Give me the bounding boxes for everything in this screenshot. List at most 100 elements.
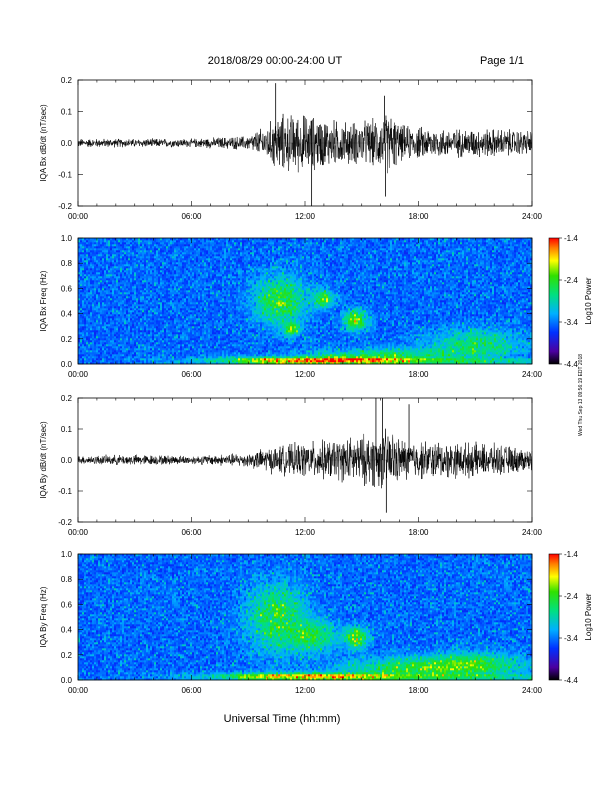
spectrogram-cell xyxy=(156,302,159,305)
spectrogram-cell xyxy=(150,240,153,243)
spectrogram-cell xyxy=(98,338,101,341)
spectrogram-cell xyxy=(162,248,165,251)
spectrogram-cell xyxy=(158,262,161,265)
spectrogram-cell xyxy=(158,286,161,289)
spectrogram-cell xyxy=(170,350,173,353)
spectrogram-cell xyxy=(94,258,97,261)
spectrogram-cell xyxy=(134,292,137,295)
spectrogram-cell xyxy=(122,328,125,331)
spectrogram-cell xyxy=(176,270,179,273)
spectrogram-cell xyxy=(180,340,183,343)
spectrogram-cell xyxy=(156,310,159,313)
spectrogram-cell xyxy=(190,270,193,273)
spectrogram-cell xyxy=(78,290,81,293)
spectrogram-cell xyxy=(216,336,219,339)
spectrogram-cell xyxy=(84,260,87,263)
spectrogram-cell xyxy=(216,238,219,241)
spectrogram-cell xyxy=(114,246,117,249)
spectrogram-cell xyxy=(210,254,213,257)
spectrogram-cell xyxy=(106,296,109,299)
spectrogram-cell xyxy=(134,362,137,365)
spectrogram-cell xyxy=(174,362,177,365)
spectrogram-cell xyxy=(128,270,131,273)
spectrogram-cell xyxy=(84,312,87,315)
spectrogram-cell xyxy=(180,292,183,295)
spectrogram-cell xyxy=(210,328,213,331)
spectrogram-cell xyxy=(224,330,227,333)
spectrogram-cell xyxy=(126,288,129,291)
spectrogram-cell xyxy=(214,344,217,347)
spectrogram-cell xyxy=(222,268,225,271)
spectrogram-cell xyxy=(176,244,179,247)
spectrogram-cell xyxy=(104,262,107,265)
spectrogram-cell xyxy=(108,332,111,335)
spectrogram-cell xyxy=(82,314,85,317)
spectrogram-cell xyxy=(162,254,165,257)
spectrogram-cell xyxy=(98,316,101,319)
spectrogram-cell xyxy=(172,346,175,349)
spectrogram-cell xyxy=(116,310,119,313)
spectrogram-cell xyxy=(164,264,167,267)
spectrogram-cell xyxy=(188,334,191,337)
spectrogram-cell xyxy=(194,332,197,335)
spectrogram-cell xyxy=(102,342,105,345)
spectrogram-cell xyxy=(116,302,119,305)
spectrogram-cell xyxy=(118,340,121,343)
spectrogram-cell xyxy=(164,312,167,315)
spectrogram-cell xyxy=(144,318,147,321)
spectrogram-cell xyxy=(148,300,151,303)
spectrogram-cell xyxy=(116,342,119,345)
spectrogram-cell xyxy=(202,254,205,257)
spectrogram-cell xyxy=(162,312,165,315)
spectrogram-cell xyxy=(178,238,181,241)
spectrogram-cell xyxy=(176,274,179,277)
spectrogram-cell xyxy=(120,328,123,331)
spectrogram-cell xyxy=(82,358,85,361)
spectrogram-cell xyxy=(114,284,117,287)
spectrogram-cell xyxy=(86,254,89,257)
spectrogram-cell xyxy=(178,286,181,289)
spectrogram-cell xyxy=(124,324,127,327)
spectrogram-cell xyxy=(132,256,135,259)
spectrogram-cell xyxy=(168,258,171,261)
spectrogram-cell xyxy=(166,320,169,323)
spectrogram-cell xyxy=(98,322,101,325)
spectrogram-cell xyxy=(138,334,141,337)
spectrogram-cell xyxy=(226,314,229,317)
spectrogram-cell xyxy=(120,266,123,269)
spectrogram-cell xyxy=(134,252,137,255)
spectrogram-cell xyxy=(198,362,201,365)
spectrogram-cell xyxy=(190,274,193,277)
spectrogram-cell xyxy=(120,254,123,257)
spectrogram-cell xyxy=(182,330,185,333)
spectrogram-cell xyxy=(82,296,85,299)
spectrogram-cell xyxy=(208,278,211,281)
spectrogram-cell xyxy=(200,292,203,295)
spectrogram-cell xyxy=(164,242,167,245)
spectrogram-cell xyxy=(124,300,127,303)
spectrogram-cell xyxy=(222,248,225,251)
spectrogram-cell xyxy=(146,354,149,357)
spectrogram-cell xyxy=(158,338,161,341)
spectrogram-cell xyxy=(130,242,133,245)
spectrogram-cell xyxy=(198,326,201,329)
spectrogram-cell xyxy=(92,334,95,337)
spectrogram-cell xyxy=(110,294,113,297)
spectrogram-cell xyxy=(116,290,119,293)
spectrogram-cell xyxy=(158,246,161,249)
spectrogram-cell xyxy=(108,306,111,309)
spectrogram-cell xyxy=(210,350,213,353)
spectrogram-cell xyxy=(130,244,133,247)
spectrogram-cell xyxy=(228,282,231,285)
spectrogram-cell xyxy=(136,304,139,307)
spectrogram-cell xyxy=(100,266,103,269)
spectrogram-cell xyxy=(228,346,231,349)
spectrogram-cell xyxy=(154,318,157,321)
spectrogram-cell xyxy=(230,324,233,327)
spectrogram-cell xyxy=(230,312,233,315)
spectrogram-cell xyxy=(140,288,143,291)
spectrogram-cell xyxy=(198,286,201,289)
spectrogram-cell xyxy=(168,292,171,295)
spectrogram-cell xyxy=(180,336,183,339)
spectrogram-cell xyxy=(82,304,85,307)
